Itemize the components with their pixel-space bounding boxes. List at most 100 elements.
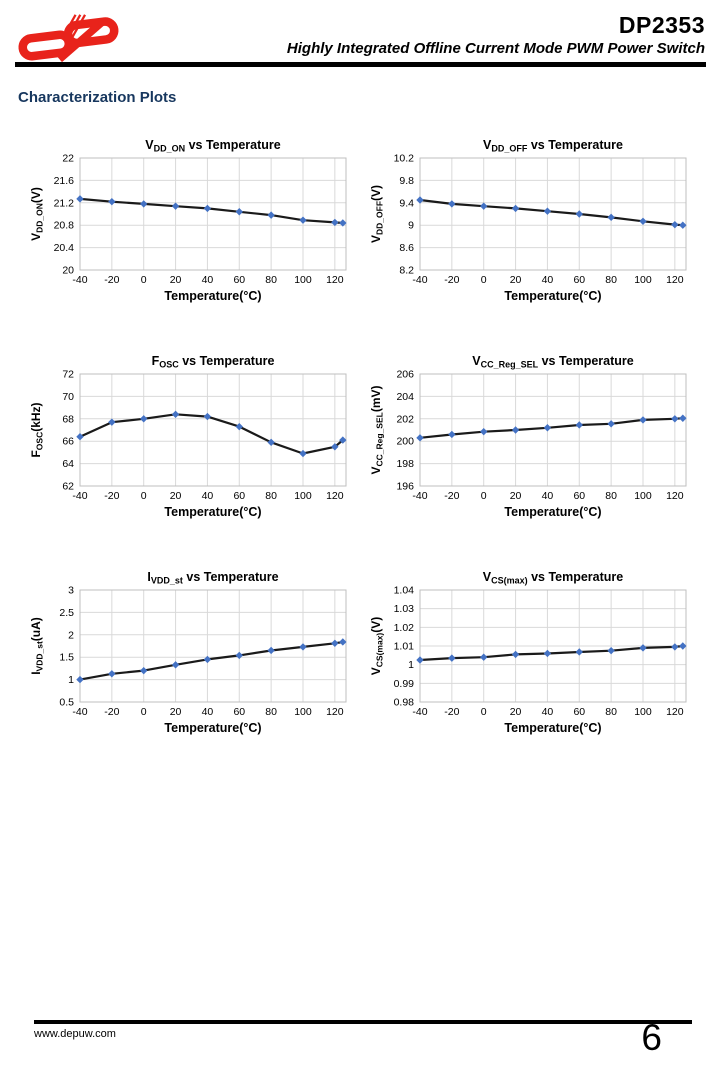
data-point [203, 412, 211, 421]
x-tick-label: 80 [605, 274, 617, 286]
x-tick-label: 0 [140, 706, 146, 718]
y-tick-label: 1 [408, 659, 414, 671]
x-tick-label: 20 [169, 274, 181, 286]
data-point [543, 207, 551, 215]
y-tick-label: 9 [408, 220, 414, 232]
charts-grid: 20 20.4 20.8 21.2 21.6 22 -40 -20 0 20 40 60 80 100 12… [20, 136, 700, 740]
x-tick-label: 60 [573, 706, 585, 718]
x-tick-label: -40 [412, 490, 427, 502]
plot-border [419, 373, 686, 487]
data-line [419, 198, 683, 227]
chart-vcs-max: 0.98 0.99 1 1.01 1.02 1.03 1.04 -40 -20 0 20 40 60 80… [360, 568, 700, 740]
data-point [298, 216, 307, 224]
x-tick-label: -40 [72, 706, 87, 718]
logo-hatch-1 [62, 14, 77, 38]
data-point [606, 420, 615, 428]
plot-border [79, 157, 346, 271]
data-point [543, 424, 551, 432]
chart-vdd-off: 8.2 8.6 9 9.4 9.8 10.2 -40 -20 0 20 40 60 80 100 120 VD… [360, 136, 700, 308]
x-tick-label: 20 [169, 490, 181, 502]
y-axis-label: VDD_OFF(V) [369, 185, 384, 243]
data-point [575, 421, 583, 429]
data-point [266, 646, 275, 655]
x-tick-label: 120 [326, 490, 344, 502]
x-tick-label: 120 [666, 490, 684, 502]
data-point [638, 416, 647, 424]
x-tick-label: -20 [444, 274, 459, 286]
section-title: Characterization Plots [18, 89, 177, 106]
x-tick-label: -40 [412, 274, 427, 286]
y-axis-label: FOSC(kHz) [29, 402, 44, 457]
data-point [75, 675, 84, 684]
y-tick-label: 1.5 [59, 652, 74, 664]
y-tick-label: 9.8 [399, 175, 414, 187]
y-tick-label: 72 [62, 369, 74, 381]
x-tick-label: 120 [666, 706, 684, 718]
data-point [638, 644, 647, 652]
chart-vdd-on: 20 20.4 20.8 21.2 21.6 22 -40 -20 0 20 40 60 80 100 12… [20, 136, 360, 308]
y-tick-label: 2 [68, 629, 74, 641]
x-tick-label: -40 [72, 490, 87, 502]
chart-ivdd-st-svg: 0.5 1 1.5 2 2.5 3 -40 -20 0 20 40 60 80 100 120 IVDD_st… [29, 570, 347, 735]
y-axis-label: IVDD_st(uA) [29, 617, 44, 675]
x-tick-label: 80 [265, 706, 277, 718]
chart-title: VDD_OFF vs Temperature [483, 138, 623, 154]
data-point [203, 204, 211, 213]
data-point [171, 661, 179, 669]
data-point [415, 434, 424, 442]
data-point [575, 210, 583, 218]
data-point [266, 438, 275, 447]
chart-title: VCS(max) vs Temperature [482, 570, 623, 586]
y-tick-label: 2.5 [59, 607, 74, 619]
x-tick-label: 20 [509, 274, 521, 286]
data-point [266, 211, 275, 219]
website-link[interactable]: www.depuw.com [34, 1028, 116, 1040]
x-tick-label: 0 [480, 706, 486, 718]
data-point [678, 221, 687, 229]
y-tick-label: 198 [396, 458, 414, 470]
product-subtitle: Highly Integrated Offline Current Mode P… [286, 40, 705, 58]
x-tick-label: 120 [666, 274, 684, 286]
y-tick-label: 70 [62, 391, 74, 403]
x-axis-label: Temperature(°C) [504, 289, 601, 303]
x-tick-label: 40 [541, 706, 553, 718]
y-tick-label: 200 [396, 436, 414, 448]
data-point [511, 204, 519, 213]
x-tick-label: 40 [201, 274, 213, 286]
data-point [139, 415, 147, 423]
data-point [171, 410, 179, 419]
plot-border [79, 589, 346, 703]
y-tick-label: 206 [396, 369, 414, 381]
data-point [75, 433, 84, 441]
x-tick-label: -20 [104, 706, 119, 718]
x-axis-label: Temperature(°C) [504, 721, 601, 735]
data-line [419, 417, 683, 439]
data-point [298, 643, 307, 651]
y-axis-label: VCS(max)(V) [369, 617, 384, 676]
data-point [75, 195, 84, 203]
chart-vdd-on-svg: 20 20.4 20.8 21.2 21.6 22 -40 -20 0 20 40 60 80 100 12… [29, 138, 347, 303]
y-axis-label: VCC_Reg_SEL(mV) [369, 385, 384, 474]
data-point [171, 202, 179, 210]
y-tick-label: 22 [62, 153, 74, 165]
chart-title: IVDD_st vs Temperature [147, 570, 278, 586]
x-axis-label: Temperature(°C) [504, 505, 601, 519]
x-tick-label: 20 [169, 706, 181, 718]
data-point [606, 213, 615, 222]
y-tick-label: 8.6 [399, 242, 414, 254]
chart-fosc: 62 64 66 68 70 72 -40 -20 0 20 40 60 80 100 120 FOSC vs… [20, 352, 360, 524]
x-tick-label: -20 [104, 274, 119, 286]
data-point [107, 418, 116, 426]
data-point [447, 430, 456, 439]
y-tick-label: 1.03 [393, 603, 414, 615]
x-tick-label: 80 [605, 490, 617, 502]
x-tick-label: 100 [634, 274, 652, 286]
y-tick-label: 196 [396, 481, 414, 493]
data-point [139, 666, 147, 675]
x-tick-label: -40 [412, 706, 427, 718]
data-point [330, 443, 339, 451]
data-point [638, 217, 647, 225]
y-tick-label: 8.2 [399, 265, 414, 277]
x-tick-label: 0 [140, 274, 146, 286]
data-point [511, 650, 519, 659]
